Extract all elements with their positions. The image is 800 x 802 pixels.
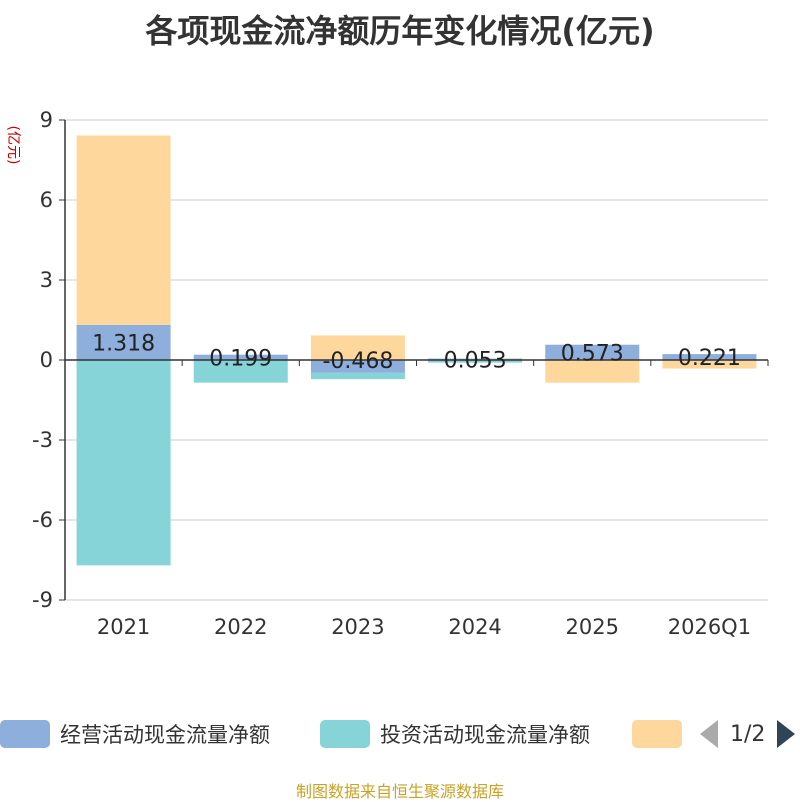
legend: 经营活动现金流量净额 投资活动现金流量净额: [0, 716, 800, 752]
bar-investing-2024: [428, 360, 523, 363]
legend-item-financing[interactable]: [632, 716, 692, 752]
legend-item-operating[interactable]: 经营活动现金流量净额: [0, 716, 270, 752]
y-tick-label: -3: [32, 428, 53, 452]
x-tick-label: 2021: [97, 615, 150, 639]
bar-operating-2026Q1: [662, 354, 757, 360]
bar-financing-2021: [76, 135, 171, 325]
x-tick-label: 2026Q1: [668, 615, 751, 639]
y-tick-label: 9: [40, 108, 53, 132]
legend-pager: 1/2: [700, 716, 796, 752]
bar-financing-2023: [310, 335, 405, 360]
x-tick-label: 2022: [214, 615, 267, 639]
bar-investing-2023: [310, 372, 405, 380]
legend-page-indicator: 1/2: [730, 721, 766, 747]
bar-operating-2025: [545, 344, 640, 360]
chart-title: 各项现金流净额历年变化情况(亿元): [145, 12, 655, 50]
prev-page-icon[interactable]: [700, 720, 718, 748]
x-tick-label: 2023: [331, 615, 384, 639]
y-axis-label: (亿元): [5, 126, 21, 165]
bar-financing-2025: [545, 360, 640, 383]
y-tick-label: 6: [40, 188, 53, 212]
bar-financing-2026Q1: [662, 360, 757, 369]
data-label: 0.221: [678, 346, 741, 371]
legend-swatch-operating: [0, 720, 50, 748]
y-tick-label: 0: [40, 348, 53, 372]
bar-operating-2023: [310, 360, 405, 373]
x-tick-label: 2024: [448, 615, 501, 639]
legend-swatch-financing: [632, 720, 682, 748]
data-label: -0.468: [322, 349, 393, 374]
data-label: 0.573: [561, 341, 624, 366]
next-page-icon[interactable]: [777, 720, 796, 748]
data-label: 0.199: [209, 346, 272, 371]
data-label: 1.318: [92, 331, 155, 356]
data-label: 0.053: [444, 348, 507, 373]
y-tick-label: 3: [40, 268, 53, 292]
legend-label-investing: 投资活动现金流量净额: [380, 723, 590, 747]
bar-investing-2021: [76, 360, 171, 566]
legend-item-investing[interactable]: 投资活动现金流量净额: [320, 716, 590, 752]
bar-investing-2022: [193, 360, 288, 383]
bar-operating-2022: [193, 354, 288, 360]
legend-swatch-investing: [320, 720, 370, 748]
x-tick-label: 2025: [566, 615, 619, 639]
y-tick-label: -6: [32, 508, 53, 532]
y-tick-label: -9: [32, 588, 53, 612]
bar-operating-2021: [76, 324, 171, 360]
data-source-note: 制图数据来自恒生聚源数据库: [295, 782, 504, 801]
legend-label-operating: 经营活动现金流量净额: [60, 723, 270, 747]
